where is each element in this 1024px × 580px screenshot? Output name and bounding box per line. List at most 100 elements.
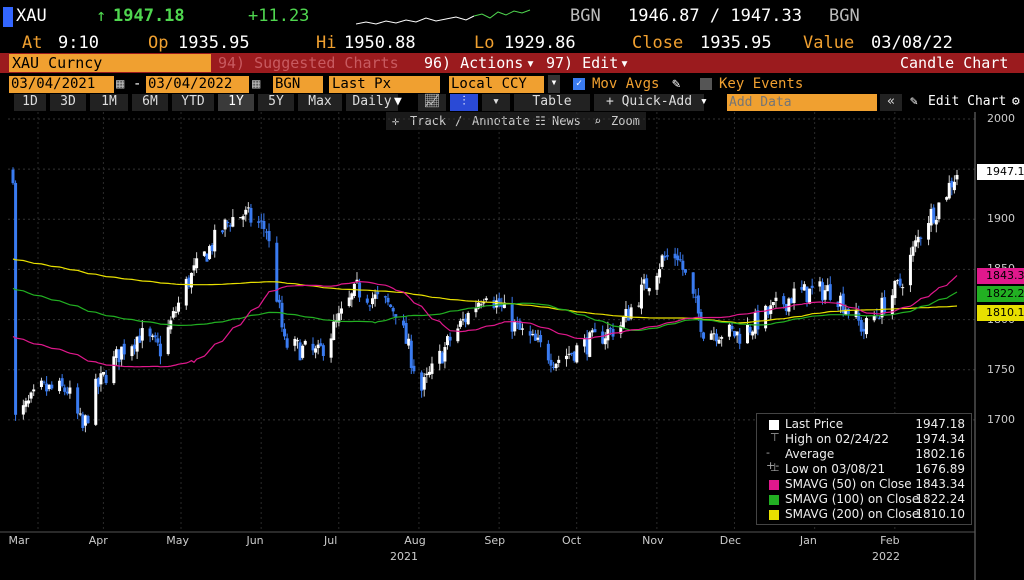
candle-body xyxy=(552,366,556,368)
quick-add-dropdown-icon[interactable]: ▾ xyxy=(700,94,708,109)
candle-body xyxy=(890,295,894,315)
candle-body xyxy=(187,277,191,288)
table-button[interactable]: Table xyxy=(514,94,590,111)
candle-chart-icon[interactable]: ⫶ xyxy=(450,94,478,111)
candle-body xyxy=(114,349,118,358)
candle-body xyxy=(655,275,659,290)
candle-body xyxy=(572,351,576,361)
candle-body xyxy=(295,340,299,342)
y-tick-label: 2000 xyxy=(987,112,1015,125)
end-calendar-icon[interactable]: ▦ xyxy=(252,76,261,92)
annotate-icon[interactable]: ∕ xyxy=(455,114,463,128)
candle-body xyxy=(27,400,31,404)
last-price-swatch xyxy=(769,420,779,430)
range-1y[interactable]: 1Y xyxy=(218,94,254,111)
pencil-icon[interactable]: ✎ xyxy=(672,76,681,92)
range-ytd[interactable]: YTD xyxy=(172,94,214,111)
candle-body xyxy=(864,318,868,335)
field-selector[interactable]: Last Px xyxy=(329,76,440,93)
key-events-checkbox[interactable] xyxy=(700,78,712,90)
candle-body xyxy=(117,349,121,363)
open-label: Op xyxy=(148,33,169,53)
date-separator: - xyxy=(133,76,142,92)
edit-menu[interactable]: 97) Edit xyxy=(546,54,619,72)
range-1m[interactable]: 1M xyxy=(90,94,128,111)
candle-body xyxy=(916,236,920,243)
sma50-swatch xyxy=(769,480,779,490)
annotate-tool[interactable]: Annotate xyxy=(472,114,530,128)
suggested-charts-menu[interactable]: 94) Suggested Charts xyxy=(218,54,399,72)
candle-body xyxy=(140,328,144,341)
zoom-icon[interactable]: ⌕ xyxy=(594,114,602,128)
mov-avgs-label[interactable]: Mov Avgs xyxy=(592,76,660,92)
mov-avgs-checkbox[interactable]: ✓ xyxy=(573,78,585,90)
candle-body xyxy=(391,307,395,312)
candle-body xyxy=(244,209,248,215)
candle-body xyxy=(448,336,452,341)
add-data-input[interactable] xyxy=(727,94,877,111)
sparkline-icon xyxy=(356,9,531,25)
up-arrow-icon: ↑ xyxy=(96,6,107,26)
candle-body xyxy=(531,334,535,336)
more-types-icon[interactable]: ▾ xyxy=(482,94,510,111)
candle-body xyxy=(554,363,558,369)
candle-body xyxy=(440,352,444,364)
line-chart-icon[interactable]: 📈︎ xyxy=(418,94,446,111)
period-selector[interactable]: Daily xyxy=(346,94,398,111)
candle-body xyxy=(893,280,897,299)
x-month-label: Jul xyxy=(324,534,338,547)
candle-body xyxy=(339,308,343,314)
sma100-swatch xyxy=(769,495,779,505)
legend-average: -+- Average 1802.16 xyxy=(763,446,969,472)
candle-body xyxy=(637,305,641,307)
candle-body xyxy=(259,220,263,222)
period-dropdown-icon[interactable]: ▼ xyxy=(394,94,402,109)
candle-body xyxy=(99,373,103,385)
currency-dropdown-icon[interactable]: ▾ xyxy=(548,75,560,93)
candle-body xyxy=(911,246,915,256)
candle-body xyxy=(316,344,320,349)
x-year-label: 2021 xyxy=(390,550,418,563)
range-6m[interactable]: 6M xyxy=(132,94,168,111)
settings-gear-icon[interactable]: ⚙ xyxy=(1012,94,1020,109)
actions-menu[interactable]: 96) Actions xyxy=(424,54,524,72)
x-month-label: May xyxy=(166,534,190,547)
security-field[interactable]: XAU Curncy xyxy=(9,54,211,72)
quote-stats: At 9:10 Op 1935.95 Hi 1950.88 Lo 1929.86… xyxy=(0,31,1024,53)
candle-body xyxy=(427,371,431,375)
candle-body xyxy=(47,384,51,390)
legend-value: 1947.18 xyxy=(915,417,965,431)
candle-body xyxy=(184,278,188,306)
candle-body xyxy=(78,413,82,415)
chart-type-title: Candle Chart xyxy=(900,54,1009,72)
candle-body xyxy=(735,331,739,336)
edit-dropdown-icon[interactable]: ▾ xyxy=(620,54,630,72)
track-icon[interactable]: ✛ xyxy=(392,114,400,128)
edit-chart-button[interactable]: Edit Chart xyxy=(928,94,1007,109)
candle-body xyxy=(914,240,918,247)
currency-selector[interactable]: Local CCY xyxy=(449,76,544,93)
actions-dropdown-icon[interactable]: ▾ xyxy=(526,54,536,72)
candle-body xyxy=(474,307,478,313)
source-field[interactable]: BGN xyxy=(273,76,323,93)
zoom-tool[interactable]: Zoom xyxy=(611,114,640,128)
news-icon[interactable]: ☷ xyxy=(535,114,546,128)
key-events-label[interactable]: Key Events xyxy=(719,76,804,92)
edit-chart-pencil-icon[interactable]: ✎ xyxy=(910,94,918,109)
candle-body xyxy=(104,374,108,384)
range-3d[interactable]: 3D xyxy=(50,94,86,111)
news-tool[interactable]: News xyxy=(552,114,581,128)
end-date-input[interactable]: 03/04/2022 xyxy=(146,76,249,93)
collapse-icon[interactable]: « xyxy=(880,94,902,111)
range-1d[interactable]: 1D xyxy=(14,94,46,111)
start-date-input[interactable]: 03/04/2021 xyxy=(9,76,114,93)
candle-body xyxy=(404,323,408,344)
candle-body xyxy=(130,346,134,357)
candle-body xyxy=(120,346,124,360)
candle-body xyxy=(96,378,100,387)
range-5y[interactable]: 5Y xyxy=(258,94,294,111)
start-calendar-icon[interactable]: ▦ xyxy=(116,76,125,92)
range-max[interactable]: Max xyxy=(298,94,342,111)
close-label: Close xyxy=(632,33,684,53)
quick-add-button[interactable]: + Quick-Add xyxy=(594,94,704,111)
